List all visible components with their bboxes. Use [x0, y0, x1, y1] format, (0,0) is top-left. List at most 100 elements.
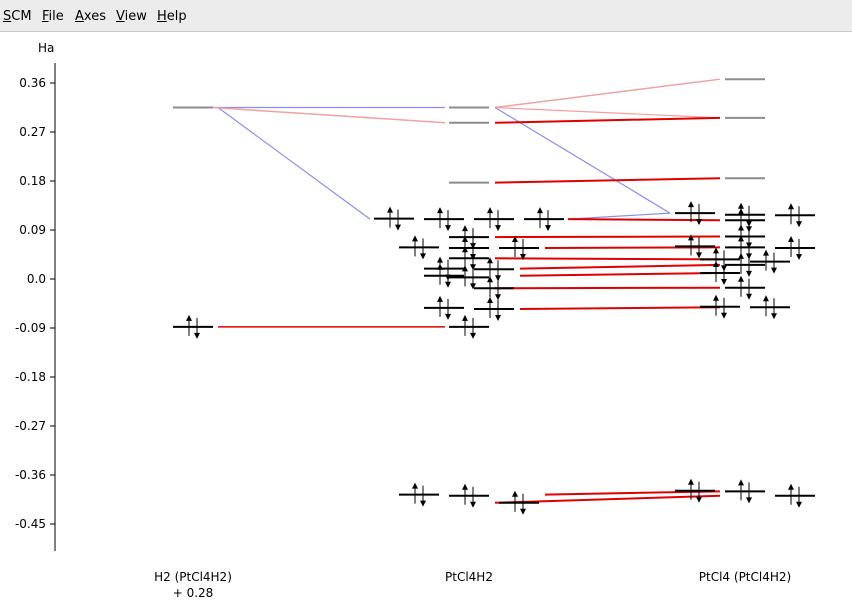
spin-down-arrowhead — [420, 500, 426, 507]
spin-up-arrowhead — [738, 252, 744, 259]
spin-up-arrowhead — [788, 483, 794, 490]
y-tick-label: -0.36 — [15, 468, 46, 482]
connection-red — [519, 272, 721, 277]
spin-up-arrowhead — [788, 203, 794, 210]
column-labels: H2 (PtCl4H2) + 0.28 PtCl4H2 PtCl4 (PtCl4H2) — [154, 570, 791, 600]
spin-down-arrowhead — [445, 281, 451, 288]
spin-up-arrowhead — [788, 235, 794, 242]
spin-up-arrowhead — [186, 314, 192, 321]
y-axis: Ha 0.36 0.27 0.18 0.09 0.0 -0.09 -0.18 -0.27 -0.3… — [15, 41, 56, 551]
spin-up-arrowhead — [462, 314, 468, 321]
y-tick-label: 0.09 — [19, 223, 46, 237]
spin-down-arrowhead — [395, 224, 401, 231]
spin-down-arrowhead — [495, 294, 501, 301]
spin-up-arrowhead — [412, 482, 418, 489]
spin-up-arrowhead — [462, 246, 468, 253]
spin-up-arrowhead — [713, 261, 719, 268]
spin-up-arrowhead — [738, 479, 744, 486]
spin-up-arrowhead — [512, 235, 518, 242]
connection-red — [494, 235, 721, 239]
y-tick-label: -0.27 — [15, 419, 46, 433]
y-tick-label: 0.0 — [27, 272, 46, 286]
connection-red — [494, 286, 721, 290]
spin-up-arrowhead — [487, 296, 493, 303]
spin-up-arrowhead — [487, 207, 493, 214]
spin-down-arrowhead — [796, 501, 802, 508]
column-label: H2 (PtCl4H2) — [154, 570, 232, 584]
spin-up-arrowhead — [462, 235, 468, 242]
spin-down-arrowhead — [495, 225, 501, 232]
connection-red — [494, 116, 721, 124]
y-tick-label: -0.45 — [15, 517, 46, 531]
spin-down-arrowhead — [721, 279, 727, 286]
menu-scm[interactable]: SCM — [3, 9, 32, 24]
spin-down-arrowhead — [746, 497, 752, 504]
spin-up-arrowhead — [437, 263, 443, 270]
spin-down-arrowhead — [495, 314, 501, 321]
spin-up-arrowhead — [738, 202, 744, 209]
spin-down-arrowhead — [445, 225, 451, 232]
spin-up-arrowhead — [462, 483, 468, 490]
connection-red — [494, 177, 721, 184]
spin-down-arrowhead — [470, 264, 476, 271]
menu-help[interactable]: Help — [157, 9, 187, 24]
spin-down-arrowhead — [696, 252, 702, 259]
connection-red — [494, 257, 721, 261]
spin-down-arrowhead — [796, 253, 802, 260]
connection-blue — [217, 107, 371, 220]
column-label: PtCl4H2 — [445, 570, 493, 584]
menu-bar: SCM File Axes View Help — [0, 0, 852, 32]
connection-red — [567, 218, 721, 222]
spin-up-arrowhead — [713, 247, 719, 254]
connection-pink — [494, 106, 721, 119]
spin-down-arrowhead — [771, 267, 777, 274]
spin-up-arrowhead — [437, 207, 443, 214]
spin-up-arrowhead — [387, 206, 393, 213]
y-tick-label: 0.36 — [19, 76, 46, 90]
spin-up-arrowhead — [738, 224, 744, 231]
connection-red — [519, 263, 721, 270]
spin-down-arrowhead — [445, 313, 451, 320]
spin-up-arrowhead — [512, 490, 518, 497]
spin-down-arrowhead — [470, 283, 476, 290]
level-connections — [212, 78, 721, 504]
connection-red — [544, 490, 721, 496]
spin-up-arrowhead — [437, 295, 443, 302]
spin-down-arrowhead — [746, 270, 752, 277]
menu-file[interactable]: File — [42, 9, 64, 24]
connection-pink — [494, 78, 721, 109]
column-label: PtCl4 (PtCl4H2) — [699, 570, 791, 584]
spin-up-arrowhead — [487, 276, 493, 283]
connection-blue — [567, 212, 671, 220]
spin-up-arrowhead — [412, 235, 418, 242]
spin-up-arrowhead — [738, 208, 744, 215]
spin-up-arrowhead — [763, 295, 769, 302]
connection-red — [494, 494, 721, 504]
spin-down-arrowhead — [721, 312, 727, 319]
y-tick-label: -0.18 — [15, 370, 46, 384]
spin-up-arrowhead — [688, 201, 694, 208]
spin-down-arrowhead — [545, 225, 551, 232]
spin-down-arrowhead — [796, 221, 802, 228]
menu-axes[interactable]: Axes — [75, 9, 106, 24]
spin-up-arrowhead — [462, 265, 468, 272]
y-tick-label: -0.09 — [15, 321, 46, 335]
spin-up-arrowhead — [487, 257, 493, 264]
energy-levels — [173, 78, 815, 515]
spin-up-arrowhead — [688, 478, 694, 485]
y-tick-label: 0.27 — [19, 125, 46, 139]
connection-red — [519, 306, 721, 310]
y-axis-label: Ha — [38, 41, 54, 55]
spin-down-arrowhead — [495, 275, 501, 282]
spin-down-arrowhead — [696, 219, 702, 226]
spin-up-arrowhead — [537, 207, 543, 214]
connection-red — [544, 246, 721, 249]
spin-down-arrowhead — [771, 313, 777, 320]
column-sublabel: + 0.28 — [173, 586, 214, 600]
spin-down-arrowhead — [520, 508, 526, 515]
connection-blue — [494, 106, 671, 214]
spin-up-arrowhead — [738, 275, 744, 282]
menu-view[interactable]: View — [116, 9, 147, 24]
spin-down-arrowhead — [470, 501, 476, 508]
spin-down-arrowhead — [470, 332, 476, 339]
